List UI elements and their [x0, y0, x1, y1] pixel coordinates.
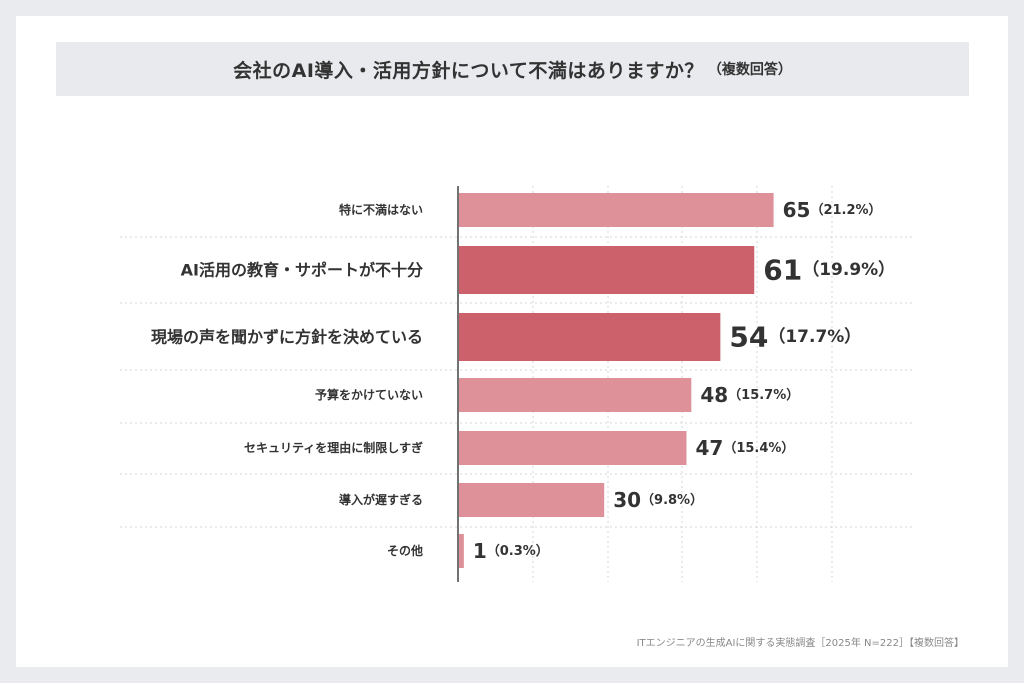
bar [459, 431, 687, 465]
category-label: 現場の声を聞かずに方針を決めている [151, 328, 423, 347]
category-label: 特に不満はない [339, 202, 423, 217]
bar [459, 313, 721, 361]
data-label: 65（21.2%） [783, 198, 882, 222]
bar [459, 534, 464, 568]
percent-label: （9.8%） [641, 492, 703, 508]
source-note: ITエンジニアの生成AIに関する実態調査［2025年 N=222］【複数回答】 [636, 638, 964, 649]
data-label: 54（17.7%） [729, 321, 861, 354]
percent-label: （17.7%） [768, 326, 861, 347]
category-label: AI活用の教育・サポートが不十分 [181, 261, 423, 280]
data-label: 1（0.3%） [473, 539, 549, 563]
title-bar: 会社のAI導入・活用方針について不満はありますか？ （複数回答） [56, 42, 969, 96]
data-label: 48（15.7%） [700, 383, 799, 407]
data-label: 30（9.8%） [613, 488, 703, 512]
bar [459, 378, 692, 412]
percent-label: （19.9%） [802, 259, 895, 280]
chart-title-note: （複数回答） [707, 62, 792, 78]
chart-card: 会社のAI導入・活用方針について不満はありますか？ （複数回答） ITエンジニア… [16, 16, 1008, 667]
category-label: セキュリティを理由に制限しすぎ [244, 440, 423, 455]
category-label: 導入が遅すぎる [339, 492, 423, 507]
percent-label: （0.3%） [487, 543, 549, 559]
percent-label: （15.7%） [728, 387, 799, 403]
bar [459, 193, 774, 227]
category-label: 予算をかけていない [315, 387, 423, 402]
data-label: 61（19.9%） [763, 254, 895, 287]
category-label: その他 [387, 543, 423, 558]
percent-label: （21.2%） [810, 202, 881, 218]
chart-title: 会社のAI導入・活用方針について不満はありますか？ [233, 59, 704, 82]
bar [459, 246, 755, 294]
percent-label: （15.4%） [723, 440, 794, 456]
data-label: 47（15.4%） [695, 436, 794, 460]
bar [459, 483, 605, 517]
